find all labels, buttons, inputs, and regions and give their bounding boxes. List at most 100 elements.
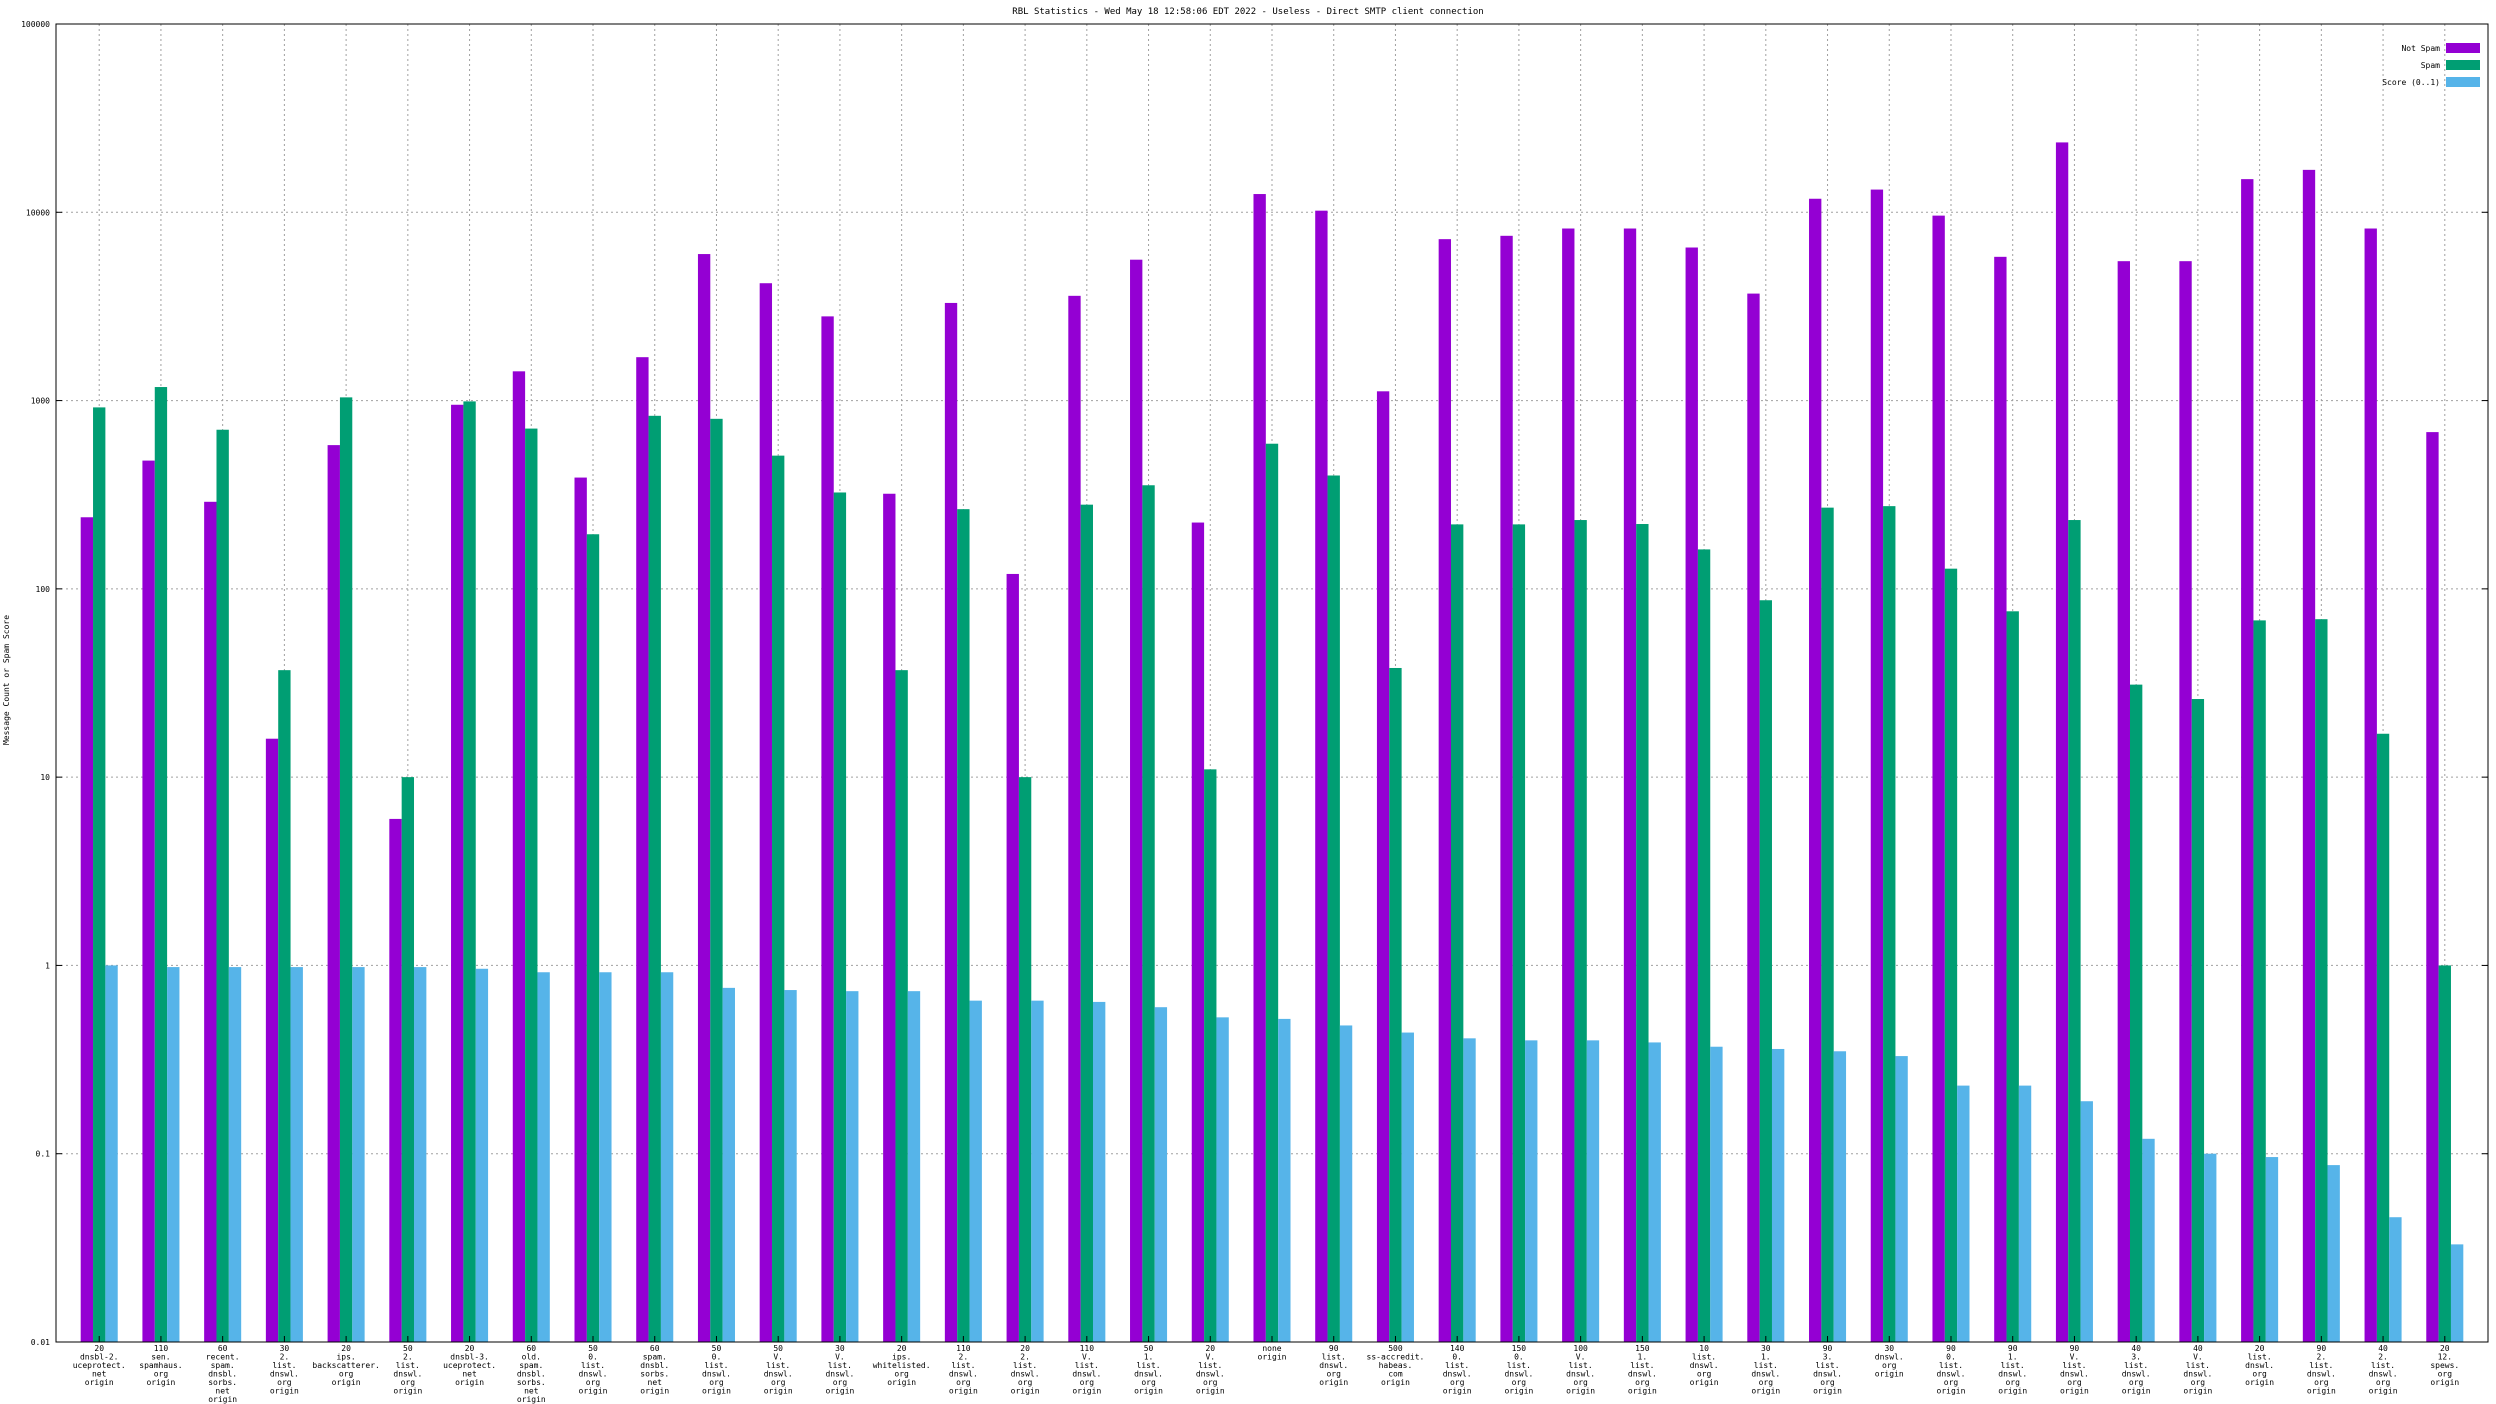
x-tick-label: 90 0. list. dnswl. org origin (1937, 1344, 1966, 1396)
bar-spam (1451, 524, 1464, 1342)
bar-not-spam (1562, 228, 1575, 1343)
bar-score-0-1 (1339, 1025, 1353, 1342)
x-tick-label: none origin (1258, 1344, 1287, 1362)
bar-spam (1944, 568, 1958, 1342)
x-tick-label: 110 2. list. dnswl. org origin (949, 1344, 978, 1396)
bar-not-spam (1438, 239, 1452, 1343)
x-tick-label: 30 1. list. dnswl. org origin (1751, 1344, 1780, 1396)
bar-spam (648, 415, 661, 1342)
x-tick-label: 90 list. dnswl. org origin (1319, 1344, 1348, 1387)
bar-spam (1327, 475, 1340, 1343)
bar-spam (1204, 769, 1217, 1342)
bar-not-spam (142, 460, 155, 1343)
bar-not-spam (2117, 261, 2130, 1342)
bar-not-spam (327, 445, 340, 1342)
bar-score-0-1 (290, 967, 303, 1342)
x-tick-label: 20 list. dnswl. org origin (2245, 1344, 2274, 1387)
bar-score-0-1 (228, 967, 242, 1342)
legend-swatch (2446, 60, 2480, 70)
x-tick-label: 50 0. list. dnswl. org origin (579, 1344, 608, 1396)
y-tick-label: 1 (45, 961, 50, 970)
x-axis-ticks: 20 dnsbl-2. uceprotect. net origin 110 sen. spa… (73, 1336, 2459, 1404)
bar-spam (2438, 965, 2451, 1342)
x-tick-label: 20 ips. whitelisted. org origin (873, 1344, 931, 1387)
bar-spam (278, 670, 291, 1342)
x-tick-label: 60 spam. dnsbl. sorbs. net origin (640, 1344, 669, 1396)
bar-score-0-1 (1648, 1042, 1661, 1342)
bar-not-spam (1994, 256, 2007, 1342)
bar-score-0-1 (167, 967, 180, 1342)
bar-spam (339, 397, 353, 1343)
bar-score-0-1 (969, 1000, 982, 1342)
legend-swatch (2446, 77, 2480, 87)
bar-score-0-1 (722, 987, 735, 1342)
bar-spam (2129, 684, 2143, 1342)
bar-score-0-1 (2204, 1153, 2217, 1342)
bar-spam (525, 428, 538, 1342)
x-tick-label: 90 3. list. dnswl. org origin (1813, 1344, 1842, 1396)
bar-not-spam (80, 517, 94, 1342)
bar-not-spam (2055, 142, 2069, 1342)
bar-not-spam (636, 357, 649, 1343)
bar-spam (2006, 611, 2019, 1342)
legend: Not Spam Spam Score (0..1) (2382, 43, 2480, 87)
bar-spam (957, 509, 970, 1342)
y-tick-label: 100000 (21, 20, 50, 29)
bar-not-spam (2179, 261, 2192, 1342)
bar-spam (1018, 777, 1032, 1342)
plot-frame (55, 23, 2489, 1343)
x-tick-label: 110 V. list. dnswl. org origin (1072, 1344, 1101, 1396)
bar-not-spam (1253, 194, 1266, 1342)
y-tick-label: 0.1 (36, 1150, 51, 1159)
bar-not-spam (1809, 198, 1822, 1343)
y-axis-label: Message Count or Spam Score (2, 615, 11, 745)
bar-score-0-1 (599, 972, 612, 1342)
legend-label: Spam (2421, 61, 2440, 70)
bar-not-spam (821, 316, 834, 1343)
x-tick-label: 40 3. list. dnswl. org origin (2122, 1344, 2151, 1396)
bar-not-spam (697, 254, 711, 1343)
x-tick-label: 10 list. dnswl. org origin (1690, 1344, 1719, 1387)
bar-not-spam (1130, 259, 1143, 1343)
x-tick-label: 500 ss-accredit. habeas. com origin (1367, 1344, 1425, 1387)
bar-score-0-1 (352, 967, 365, 1342)
x-tick-label: 20 12. spews. org origin (2430, 1344, 2459, 1387)
bar-score-0-1 (1586, 1040, 1600, 1342)
bar-score-0-1 (1957, 1085, 1970, 1342)
x-tick-label: 40 2. list. dnswl. org origin (2369, 1344, 2398, 1396)
x-tick-label: 90 V. list. dnswl. org origin (2060, 1344, 2089, 1396)
x-tick-label: 140 0. list. dnswl. org origin (1443, 1344, 1472, 1396)
x-tick-label: 110 sen. spamhaus. org origin (139, 1344, 182, 1387)
bar-not-spam (574, 477, 587, 1342)
bar-score-0-1 (537, 972, 550, 1342)
bar-spam (1883, 506, 1896, 1342)
bar-not-spam (1500, 235, 1513, 1342)
bar-not-spam (1932, 215, 1945, 1343)
bar-spam (1080, 504, 1093, 1342)
bar-spam (154, 387, 168, 1342)
bar-score-0-1 (2265, 1157, 2279, 1342)
x-tick-label: 90 2. list. dnswl. org origin (2307, 1344, 2336, 1396)
y-tick-label: 1000 (31, 397, 50, 406)
y-tick-label: 100 (36, 585, 51, 594)
bar-spam (1142, 485, 1155, 1342)
legend-label: Score (0..1) (2382, 78, 2440, 87)
bar-not-spam (1191, 522, 1205, 1342)
bar-score-0-1 (2018, 1085, 2032, 1342)
x-tick-label: 30 V. list. dnswl. org origin (825, 1344, 854, 1396)
x-tick-label: 50 V. list. dnswl. org origin (764, 1344, 793, 1396)
bar-spam (401, 777, 415, 1342)
bar-score-0-1 (1092, 1001, 1106, 1342)
bar-not-spam (2364, 228, 2377, 1343)
bar-score-0-1 (907, 991, 921, 1342)
bar-spam (1574, 520, 1587, 1342)
bar-score-0-1 (1278, 1018, 1291, 1342)
x-tick-label: 20 dnsbl-2. uceprotect. net origin (73, 1344, 126, 1387)
bar-not-spam (204, 501, 217, 1343)
bar-score-0-1 (2450, 1244, 2464, 1342)
bar-spam (1389, 667, 1402, 1342)
bar-spam (1265, 443, 1279, 1342)
x-tick-label: 20 V. list. dnswl. org origin (1196, 1344, 1225, 1396)
bar-not-spam (1623, 228, 1637, 1343)
